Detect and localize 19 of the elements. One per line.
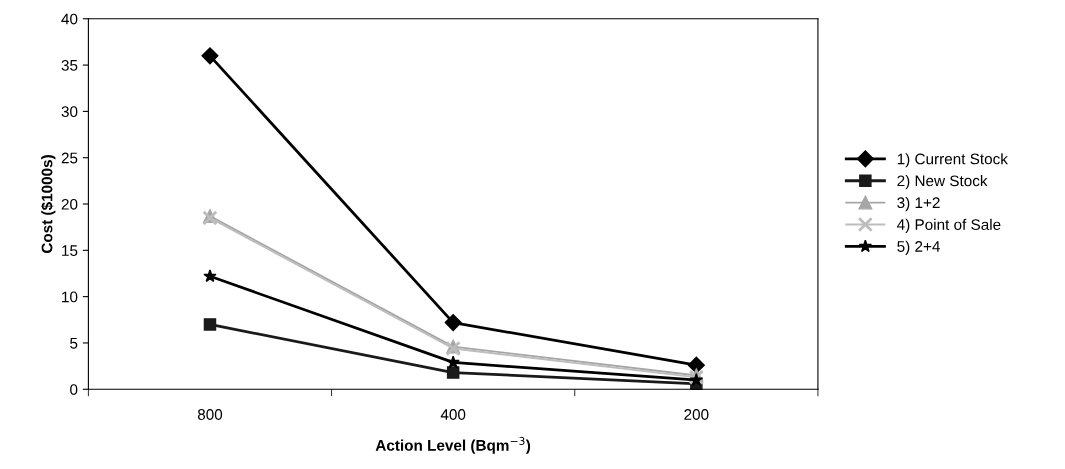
y-tick-label: 25 (61, 152, 78, 164)
y-tick-label: 5 (70, 337, 78, 349)
x-tick-label: 800 (197, 409, 223, 420)
y-tick-label: 0 (70, 384, 78, 395)
legend-label: 1) Current Stock (897, 153, 1008, 168)
legend-label: 3) 1+2 (897, 196, 940, 212)
y-tick-label: 10 (62, 291, 78, 303)
legend-label: 5) 2+4 (897, 240, 940, 255)
y-tick-label: 30 (61, 106, 78, 118)
y-tick-label: 15 (62, 245, 78, 257)
y-tick-label: 35 (61, 59, 78, 71)
y-tick-label: 20 (61, 198, 78, 210)
x-tick-label: 200 (684, 409, 709, 420)
legend-label: 2) New Stock (897, 175, 988, 190)
y-axis-title: Cost ($1000s) (40, 155, 56, 254)
x-tick-label: 400 (440, 409, 466, 420)
legend-label: 4) Point of Sale (897, 218, 1001, 234)
x-axis-title: Action Level (Bqm$^{−3}$) (375, 436, 531, 454)
y-tick-label: 40 (61, 13, 78, 25)
